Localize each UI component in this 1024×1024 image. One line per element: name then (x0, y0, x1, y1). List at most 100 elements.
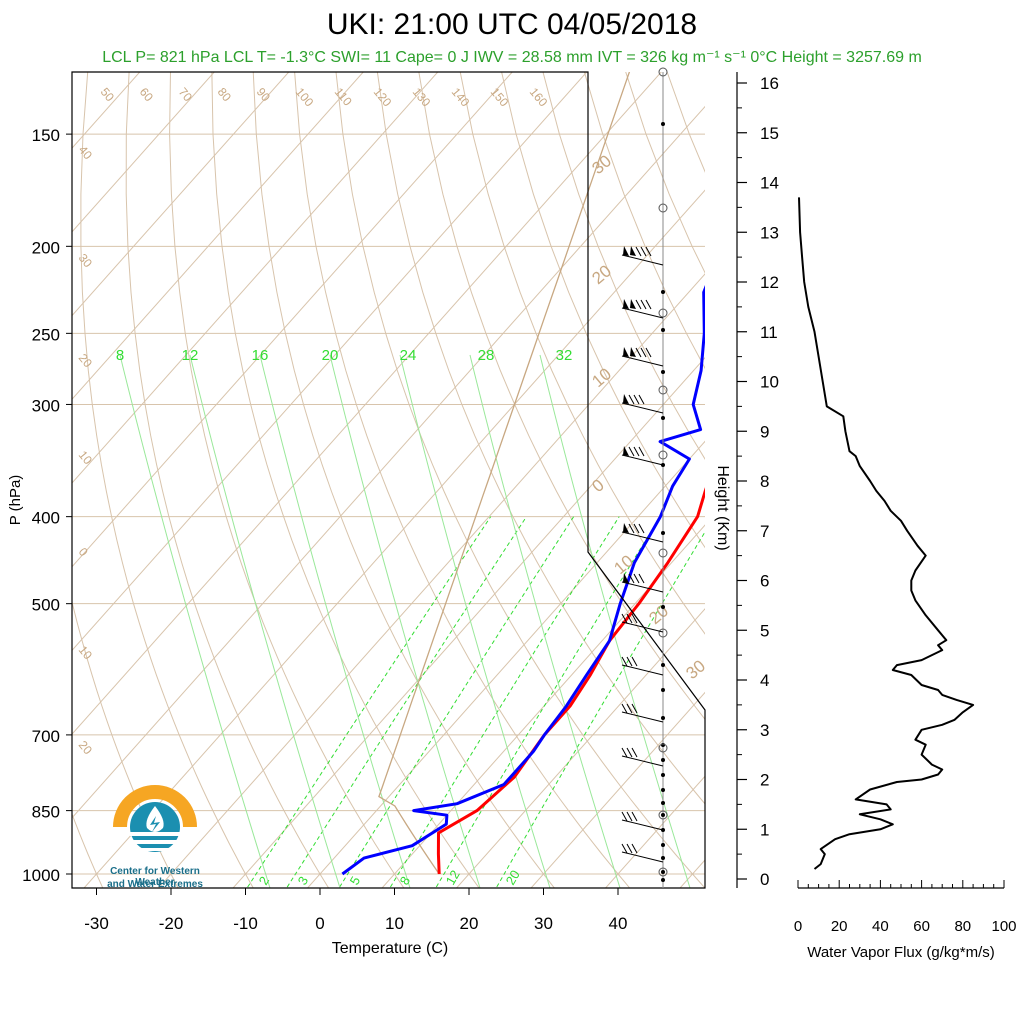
isotherm-line (530, 691, 705, 888)
wind-barb-flag (630, 246, 636, 256)
wind-barb-feather (640, 299, 647, 310)
wind-level-dot (661, 856, 665, 860)
wind-barb-feather (635, 299, 642, 310)
wind-barb-feather (638, 573, 645, 584)
dry-adiabat-line (501, 72, 705, 549)
wind-level-dot (661, 878, 665, 882)
dry-adiabat-line (755, 0, 1024, 893)
wind-barb-feather (621, 703, 628, 714)
dry-adiabat-line (542, 72, 705, 460)
flux-tick-label: 100 (991, 918, 1016, 935)
wind-barb-feather (626, 613, 633, 624)
temp-tick-label: 0 (315, 914, 324, 933)
temp-tick-label: -20 (159, 914, 184, 933)
wind-level-dot (661, 290, 665, 294)
pressure-tick-label: 850 (32, 803, 60, 822)
height-tick-label: 1 (760, 820, 769, 839)
isotherm-right-label: 30 (682, 656, 709, 683)
wind-barb-feather (621, 843, 628, 854)
wind-barb-feather (640, 347, 647, 358)
wind-barb-feather (631, 656, 638, 667)
mixing-ratio-line (435, 516, 661, 888)
wind-level-dot (661, 688, 665, 692)
isotherm-line (72, 72, 513, 568)
dry-adiabat-line (335, 72, 705, 888)
flux-axis-label: Water Vapor Flux (g/kg*m/s) (807, 944, 995, 961)
wind-barb-feather (645, 246, 652, 257)
chart-title: UKI: 21:00 UTC 04/05/2018 (326, 8, 698, 41)
wind-barb-staff (621, 581, 664, 593)
wind-barb-staff (621, 755, 664, 767)
moist-adiabat-line (469, 354, 621, 888)
wind-calm-circle (658, 308, 668, 318)
wind-barb-flag (623, 446, 629, 456)
dry-adiabat-line (459, 72, 705, 635)
pressure-tick-label: 150 (32, 126, 60, 145)
adiabat-top-label: 90 (254, 85, 274, 104)
flux-tick-label: 80 (954, 918, 971, 935)
wind-level-dot (661, 773, 665, 777)
wind-barb-staff (621, 819, 664, 831)
height-tick-label: 14 (760, 174, 779, 193)
wind-barb-feather (633, 523, 640, 534)
wind-barb-flag (623, 394, 629, 404)
wind-barb-feather (635, 246, 642, 257)
dry-adiabat-line (583, 72, 705, 370)
mixing-ratio-line (246, 516, 492, 888)
wind-barb-feather (645, 347, 652, 358)
wind-barb-feather (638, 394, 645, 405)
wind-barb-feather (633, 394, 640, 405)
mixing-ratio-label: 5 (347, 874, 364, 888)
logo-line-2: and Water Extremes (107, 879, 203, 890)
wind-level-dot (661, 122, 665, 126)
height-tick-label: 16 (760, 74, 779, 93)
isotherm-left-label: 40 (76, 143, 96, 162)
isotherm-line (157, 273, 705, 888)
dewpoint-profile (341, 285, 705, 876)
y-axis-label: P (hPa) (7, 475, 24, 526)
dry-adiabat-line (793, 0, 1024, 893)
isotherm-line (72, 72, 364, 401)
isotherm-line (306, 440, 705, 888)
isotherm-left-label: 0 (76, 545, 91, 559)
adiabat-top-label: 60 (137, 85, 157, 104)
dry-adiabat-line (72, 812, 104, 888)
isotherm-line (72, 72, 215, 233)
wind-barb-flag (623, 347, 629, 357)
height-tick-label: 12 (760, 273, 779, 292)
dry-adiabat-line (832, 0, 1024, 893)
dry-adiabat-line (870, 0, 1024, 893)
wind-barb-feather (621, 811, 628, 822)
dry-adiabat-line (169, 72, 405, 888)
water-vapor-flux-line (798, 197, 975, 870)
mixing-ratio-label: 8 (397, 874, 414, 888)
pressure-tick-label: 500 (32, 596, 60, 615)
flux-tick-label: 40 (872, 918, 889, 935)
wind-barb-feather (621, 747, 628, 758)
isotherm-right-label: 20 (588, 261, 615, 288)
wind-calm-circle (658, 203, 668, 213)
wind-level-dot (661, 813, 665, 817)
wind-calm-circle (658, 810, 668, 820)
height-tick-label: 5 (760, 621, 769, 640)
temp-tick-label: 10 (385, 914, 404, 933)
isotherm-line (72, 72, 588, 652)
moist-label: 12 (182, 347, 199, 364)
height-tick-label: 3 (760, 721, 769, 740)
isotherm-left-label: 10 (76, 643, 96, 662)
moist-label: 28 (478, 347, 495, 364)
wind-barb-feather (631, 703, 638, 714)
temp-tick-label: 40 (609, 914, 628, 933)
dry-adiabat-line (252, 72, 556, 888)
water-drop-icon (113, 785, 197, 852)
mixing-ratio-label: 2 (256, 874, 273, 888)
isotherm-line (232, 356, 705, 888)
isotherm-right-label: 0 (588, 475, 607, 496)
moist-label: 24 (400, 347, 417, 364)
wind-barb-staff (621, 254, 664, 266)
wind-barb-feather (635, 347, 642, 358)
pressure-tick-label: 1000 (22, 866, 60, 885)
isotherm-line (455, 608, 705, 888)
wind-level-dot (661, 370, 665, 374)
moist-adiabat-line (539, 354, 691, 888)
